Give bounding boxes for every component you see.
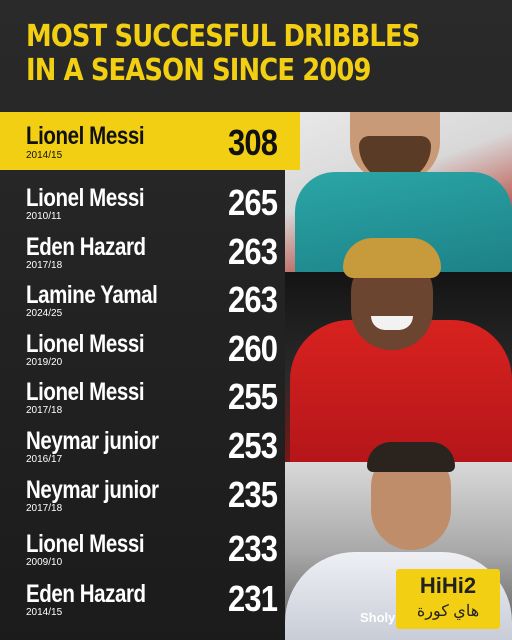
ranking-row: Lionel Messi 2009/10 233 (0, 528, 512, 576)
player-name: Lionel Messi (26, 330, 145, 358)
title-line-2: IN A SEASON SINCE 2009 (26, 53, 371, 88)
dribble-count: 263 (228, 279, 278, 320)
player-name: Neymar junior (26, 476, 159, 504)
ranking-row: Eden Hazard 2014/15 231 (0, 578, 512, 626)
season-label: 2017/18 (26, 503, 63, 514)
player-name: Lamine Yamal (26, 281, 158, 309)
player-name: Lionel Messi (26, 184, 145, 212)
ranking-row: Lionel Messi 2017/18 255 (0, 376, 512, 424)
season-label: 2019/20 (26, 357, 63, 368)
dribble-count: 253 (228, 425, 278, 466)
dribble-count: 308 (228, 122, 278, 163)
season-label: 2024/25 (26, 308, 63, 319)
season-label: 2009/10 (26, 557, 63, 568)
dribble-count: 233 (228, 528, 278, 569)
season-label: 2014/15 (26, 150, 63, 161)
dribble-count: 255 (228, 376, 278, 417)
season-label: 2010/11 (26, 211, 62, 222)
player-name: Lionel Messi (26, 378, 145, 406)
player-name: Eden Hazard (26, 233, 146, 261)
photo-hazard-hair (367, 442, 455, 472)
player-name: Lionel Messi (26, 122, 145, 150)
player-name: Eden Hazard (26, 580, 146, 608)
photo-yamal-smile (371, 316, 413, 330)
ranking-row: Lamine Yamal 2024/25 263 (0, 279, 512, 327)
player-name: Neymar junior (26, 427, 159, 455)
ranking-row-top: Lionel Messi 2014/15 308 (0, 112, 512, 170)
dribble-count: 235 (228, 474, 278, 515)
ranking-row: Neymar junior 2017/18 235 (0, 474, 512, 522)
ranking-row: Lionel Messi 2010/11 265 (0, 182, 512, 230)
dribble-count: 260 (228, 328, 278, 369)
season-label: 2014/15 (26, 607, 63, 618)
page-title: MOST SUCCESFUL DRIBBLES IN A SEASON SINC… (26, 19, 420, 88)
logo-text: HiHi2 (419, 573, 477, 598)
player-name: Lionel Messi (26, 530, 145, 558)
ranking-row: Eden Hazard 2017/18 263 (0, 231, 512, 279)
season-label: 2016/17 (26, 454, 63, 465)
season-label: 2017/18 (26, 405, 63, 416)
highlight-band (0, 112, 300, 170)
ranking-row: Neymar junior 2016/17 253 (0, 425, 512, 473)
dribble-count: 265 (228, 182, 278, 223)
watermark: Sholy (360, 610, 396, 625)
season-label: 2017/18 (26, 260, 63, 271)
dribble-count: 231 (228, 578, 278, 619)
title-line-1: MOST SUCCESFUL DRIBBLES (26, 19, 420, 54)
player-photos (285, 112, 512, 640)
logo-subtext: هاي كورة (416, 603, 480, 620)
photo-yamal-hair (343, 238, 441, 278)
ranking-row: Lionel Messi 2019/20 260 (0, 328, 512, 376)
site-logo: HiHi2 هاي كورة (396, 569, 500, 629)
dribble-count: 263 (228, 231, 278, 272)
